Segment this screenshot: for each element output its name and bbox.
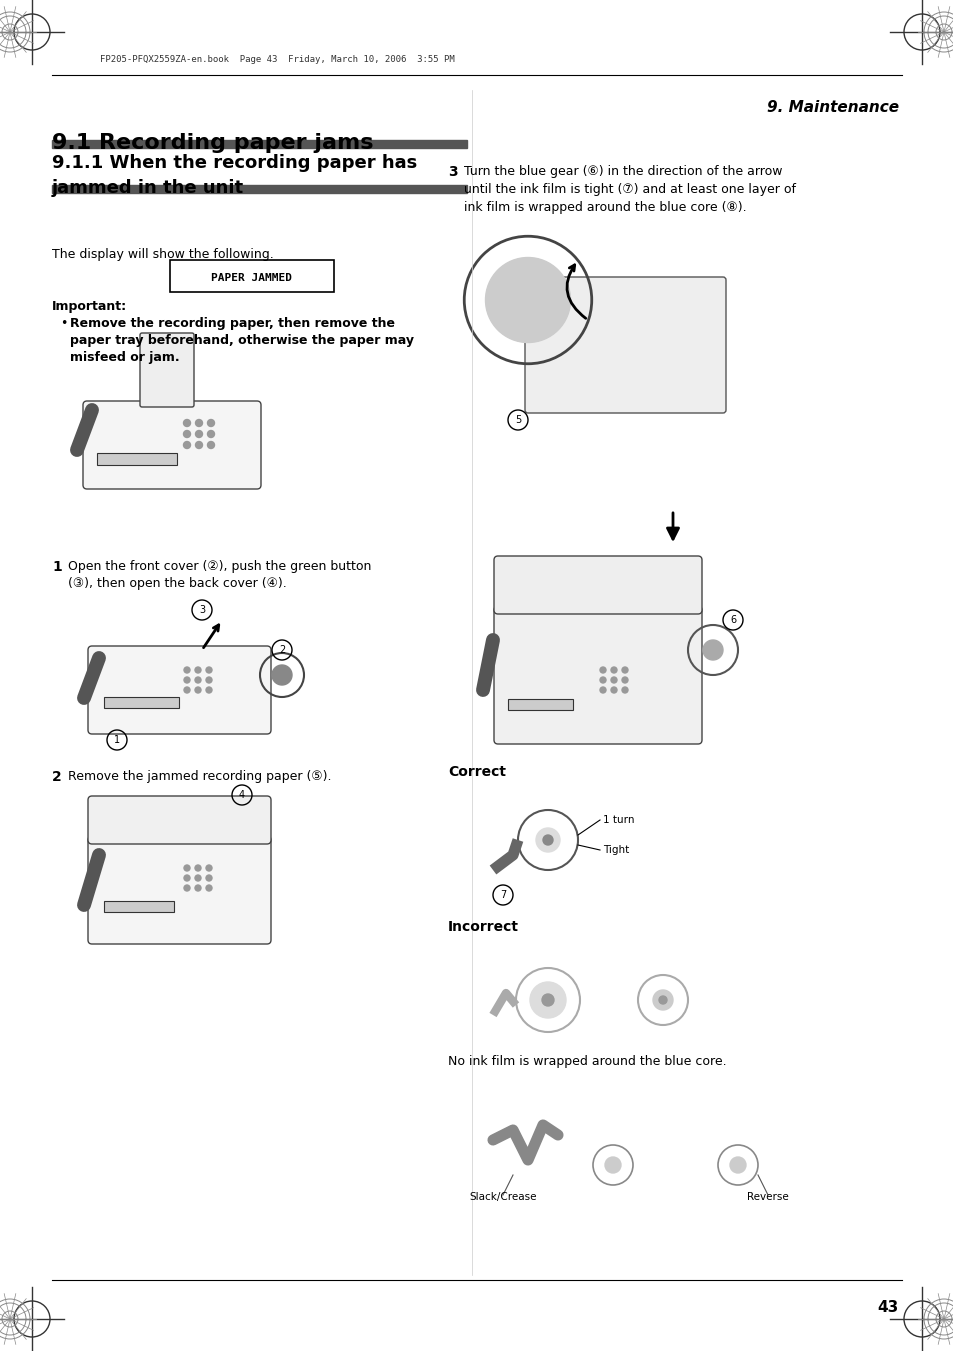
FancyBboxPatch shape	[88, 796, 271, 844]
Circle shape	[183, 420, 191, 427]
Circle shape	[206, 865, 212, 871]
Circle shape	[621, 688, 627, 693]
FancyBboxPatch shape	[88, 836, 271, 944]
Bar	[52, 185, 467, 193]
FancyBboxPatch shape	[170, 259, 334, 292]
Text: 1: 1	[52, 561, 62, 574]
FancyBboxPatch shape	[494, 607, 701, 744]
Circle shape	[184, 875, 190, 881]
Circle shape	[208, 431, 214, 438]
Bar	[104, 901, 173, 912]
Bar	[507, 698, 573, 711]
Circle shape	[206, 885, 212, 892]
Circle shape	[599, 688, 605, 693]
Text: No ink film is wrapped around the blue core.: No ink film is wrapped around the blue c…	[448, 1055, 726, 1069]
Circle shape	[621, 667, 627, 673]
Text: Correct: Correct	[448, 765, 505, 780]
Text: 6: 6	[729, 615, 736, 626]
FancyBboxPatch shape	[524, 277, 725, 413]
Text: Important:: Important:	[52, 300, 127, 313]
Text: •: •	[60, 317, 68, 330]
Text: 1 turn: 1 turn	[602, 815, 634, 825]
Circle shape	[530, 982, 565, 1019]
Text: The display will show the following.: The display will show the following.	[52, 249, 274, 261]
Text: Tight: Tight	[602, 844, 629, 855]
Bar	[97, 453, 177, 465]
Circle shape	[194, 865, 201, 871]
Circle shape	[621, 677, 627, 684]
Text: PAPER JAMMED: PAPER JAMMED	[212, 273, 293, 282]
Circle shape	[183, 442, 191, 449]
Circle shape	[183, 431, 191, 438]
Circle shape	[206, 875, 212, 881]
Circle shape	[194, 875, 201, 881]
Circle shape	[194, 885, 201, 892]
Circle shape	[184, 865, 190, 871]
FancyBboxPatch shape	[83, 401, 261, 489]
Circle shape	[272, 665, 292, 685]
Circle shape	[542, 835, 553, 844]
Circle shape	[610, 688, 617, 693]
Text: 2: 2	[278, 644, 285, 655]
Circle shape	[184, 667, 190, 673]
Circle shape	[208, 442, 214, 449]
Text: 9.1.1 When the recording paper has
jammed in the unit: 9.1.1 When the recording paper has jamme…	[52, 154, 416, 197]
FancyBboxPatch shape	[494, 557, 701, 613]
Circle shape	[485, 258, 570, 343]
Circle shape	[194, 688, 201, 693]
Text: 43: 43	[877, 1301, 898, 1316]
Circle shape	[659, 996, 666, 1004]
Circle shape	[195, 442, 202, 449]
Text: 7: 7	[499, 890, 506, 900]
Text: Remove the jammed recording paper (⑤).: Remove the jammed recording paper (⑤).	[68, 770, 331, 784]
Circle shape	[599, 677, 605, 684]
Text: Reverse: Reverse	[746, 1192, 788, 1202]
Circle shape	[194, 667, 201, 673]
Text: Slack/Crease: Slack/Crease	[469, 1192, 537, 1202]
Text: 2: 2	[52, 770, 62, 784]
FancyBboxPatch shape	[88, 646, 271, 734]
Text: 5: 5	[515, 415, 520, 426]
Text: 3: 3	[448, 165, 457, 178]
Text: Incorrect: Incorrect	[448, 920, 518, 934]
Circle shape	[206, 667, 212, 673]
Circle shape	[652, 990, 672, 1011]
Circle shape	[729, 1156, 745, 1173]
Circle shape	[599, 667, 605, 673]
Circle shape	[206, 677, 212, 684]
Circle shape	[702, 640, 722, 661]
Text: Turn the blue gear (⑥) in the direction of the arrow
until the ink film is tight: Turn the blue gear (⑥) in the direction …	[463, 165, 795, 213]
Circle shape	[610, 667, 617, 673]
Circle shape	[610, 677, 617, 684]
Circle shape	[184, 677, 190, 684]
Text: 4: 4	[238, 790, 245, 800]
Text: 3: 3	[199, 605, 205, 615]
Circle shape	[194, 677, 201, 684]
Circle shape	[536, 828, 559, 852]
Text: Open the front cover (②), push the green button
(③), then open the back cover (④: Open the front cover (②), push the green…	[68, 561, 371, 590]
Text: FP205-PFQX2559ZA-en.book  Page 43  Friday, March 10, 2006  3:55 PM: FP205-PFQX2559ZA-en.book Page 43 Friday,…	[100, 55, 455, 65]
Text: Remove the recording paper, then remove the
paper tray beforehand, otherwise the: Remove the recording paper, then remove …	[70, 317, 414, 363]
Circle shape	[195, 431, 202, 438]
Circle shape	[208, 420, 214, 427]
Bar	[104, 697, 179, 708]
Circle shape	[195, 420, 202, 427]
Text: 1: 1	[113, 735, 120, 744]
Circle shape	[184, 885, 190, 892]
Text: 9. Maintenance: 9. Maintenance	[766, 100, 898, 115]
Text: 9.1 Recording paper jams: 9.1 Recording paper jams	[52, 132, 374, 153]
Bar	[52, 141, 467, 149]
Circle shape	[604, 1156, 620, 1173]
Circle shape	[541, 994, 554, 1006]
Circle shape	[206, 688, 212, 693]
Circle shape	[184, 688, 190, 693]
FancyBboxPatch shape	[140, 332, 193, 407]
